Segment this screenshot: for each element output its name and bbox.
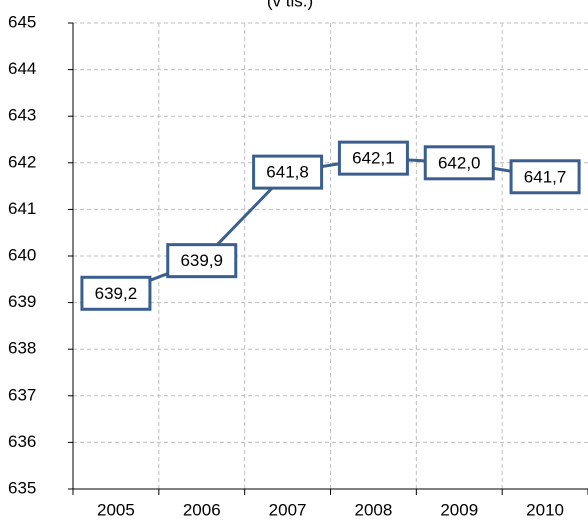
- y-tick-label: 637: [8, 385, 36, 404]
- x-tick-label: 2007: [269, 500, 307, 519]
- y-tick-label: 643: [8, 106, 36, 125]
- y-tick-label: 641: [8, 199, 36, 218]
- x-tick-label: 2010: [526, 500, 564, 519]
- y-tick-label: 636: [8, 432, 36, 451]
- y-tick-label: 645: [8, 12, 36, 31]
- data-label-box: [80, 275, 152, 311]
- data-label: 639,2: [95, 284, 138, 303]
- y-tick-label: 635: [8, 478, 36, 497]
- chart-subtitle: (v tis.): [267, 0, 313, 10]
- y-tick-label: 642: [8, 152, 36, 171]
- data-label: 641,7: [524, 167, 567, 186]
- x-tick-label: 2006: [183, 500, 221, 519]
- data-label: 642,0: [438, 153, 481, 172]
- x-tick-label: 2008: [355, 500, 393, 519]
- y-tick-label: 644: [8, 59, 36, 78]
- data-label: 639,9: [180, 251, 223, 270]
- data-label-box: [337, 140, 409, 176]
- x-tick-label: 2005: [97, 500, 135, 519]
- data-label: 642,1: [352, 149, 395, 168]
- y-tick-label: 640: [8, 245, 36, 264]
- y-tick-label: 638: [8, 339, 36, 358]
- data-label-box: [252, 154, 324, 190]
- y-tick-label: 639: [8, 292, 36, 311]
- data-label: 641,8: [266, 163, 309, 182]
- x-tick-label: 2009: [440, 500, 478, 519]
- data-label-box: [423, 145, 495, 181]
- data-label-box: [166, 243, 238, 279]
- data-label-box: [509, 159, 581, 195]
